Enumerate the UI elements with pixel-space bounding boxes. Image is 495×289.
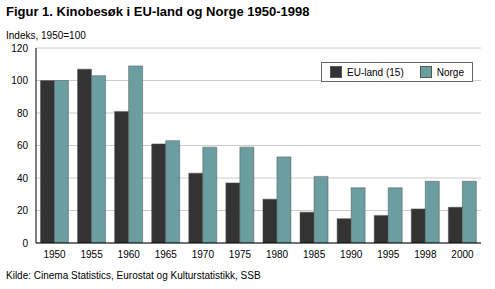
svg-text:1970: 1970 — [192, 249, 215, 260]
html-text:Norge: Norge — [436, 66, 464, 78]
svg-text:1960: 1960 — [118, 249, 141, 260]
svg-text:60: 60 — [17, 140, 29, 151]
svg-text:20: 20 — [17, 205, 29, 216]
svg-text:1955: 1955 — [81, 249, 104, 260]
svg-text:1965: 1965 — [155, 249, 178, 260]
html-text:Figur 1. Kinobesøk i EU-land o: Figur 1. Kinobesøk i EU-land og Norge 19… — [6, 4, 310, 19]
svg-text:80: 80 — [17, 108, 29, 119]
svg-text:1980: 1980 — [266, 249, 289, 260]
svg-text:120: 120 — [11, 43, 28, 54]
svg-text:1950: 1950 — [43, 249, 66, 260]
svg-text:1990: 1990 — [340, 249, 363, 260]
html-text:EU-land (15): EU-land (15) — [347, 66, 404, 78]
svg-text:1985: 1985 — [303, 249, 326, 260]
svg-text:100: 100 — [11, 75, 28, 86]
svg-text:1998: 1998 — [414, 249, 437, 260]
svg-text:0: 0 — [22, 238, 28, 249]
svg-text:40: 40 — [17, 173, 29, 184]
html-text:Indeks, 1950=100: Indeks, 1950=100 — [6, 30, 86, 41]
svg-text:1975: 1975 — [229, 249, 252, 260]
svg-text:2000: 2000 — [451, 249, 474, 260]
html-text:Kilde: Cinema Statistics, Euro: Kilde: Cinema Statistics, Eurostat og Ku… — [6, 270, 261, 281]
svg-text:1995: 1995 — [377, 249, 400, 260]
